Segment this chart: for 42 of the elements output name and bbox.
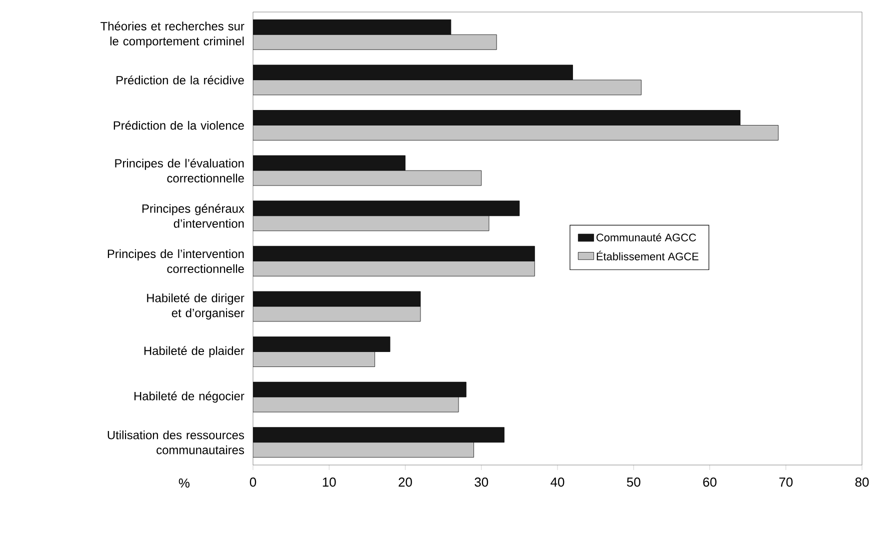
bar [253, 125, 778, 140]
bar [253, 170, 482, 186]
y-tick-label: Habileté de diriger et d’organiser [147, 293, 244, 320]
y-tick-label: Habileté de plaider [144, 346, 244, 358]
y-tick-label: Théories et recherches sur le comportement criminel [100, 22, 244, 48]
y-tick-label: Prédiction de la récidive [116, 76, 244, 84]
y-tick-label: Principes de l’intervention correctionnelle [108, 249, 244, 274]
bar [253, 19, 452, 35]
y-tick-label: Prédiction de la violence [114, 120, 244, 130]
y-tick-label: Principes généraux d’intervention [142, 204, 244, 228]
x-tick-label: 30 [474, 478, 488, 487]
bar [253, 442, 474, 458]
bar [253, 246, 535, 262]
bar [253, 110, 740, 126]
bar [253, 306, 421, 322]
x-tick-label: 50 [626, 478, 640, 487]
legend-label: Établissement AGCE [596, 250, 698, 260]
legend-label: Communauté AGCC [596, 233, 696, 242]
bar [253, 396, 459, 412]
y-tick-label: Principes de l’évaluation correctionnelle [115, 158, 244, 182]
bar [253, 382, 466, 398]
bar [253, 200, 520, 216]
x-tick-label: 60 [703, 478, 716, 487]
bar [253, 336, 390, 352]
bar [253, 427, 504, 443]
bar [253, 260, 535, 276]
x-tick-label: 20 [398, 478, 412, 487]
y-tick-label: Utilisation des ressources communautaires [108, 430, 244, 454]
bar [253, 216, 490, 232]
bar [253, 34, 497, 50]
x-axis-title: % [178, 478, 190, 488]
bar [253, 64, 573, 80]
x-tick-label: 10 [322, 478, 336, 487]
x-tick-label: 0 [250, 478, 256, 487]
y-tick-label: Habileté de négocier [134, 391, 244, 403]
x-tick-label: 80 [855, 478, 869, 487]
x-tick-label: 40 [550, 478, 564, 487]
bar [253, 291, 421, 307]
x-tick-label: 70 [779, 478, 793, 487]
bar [253, 80, 642, 96]
bar [253, 155, 406, 171]
bar [253, 352, 375, 367]
